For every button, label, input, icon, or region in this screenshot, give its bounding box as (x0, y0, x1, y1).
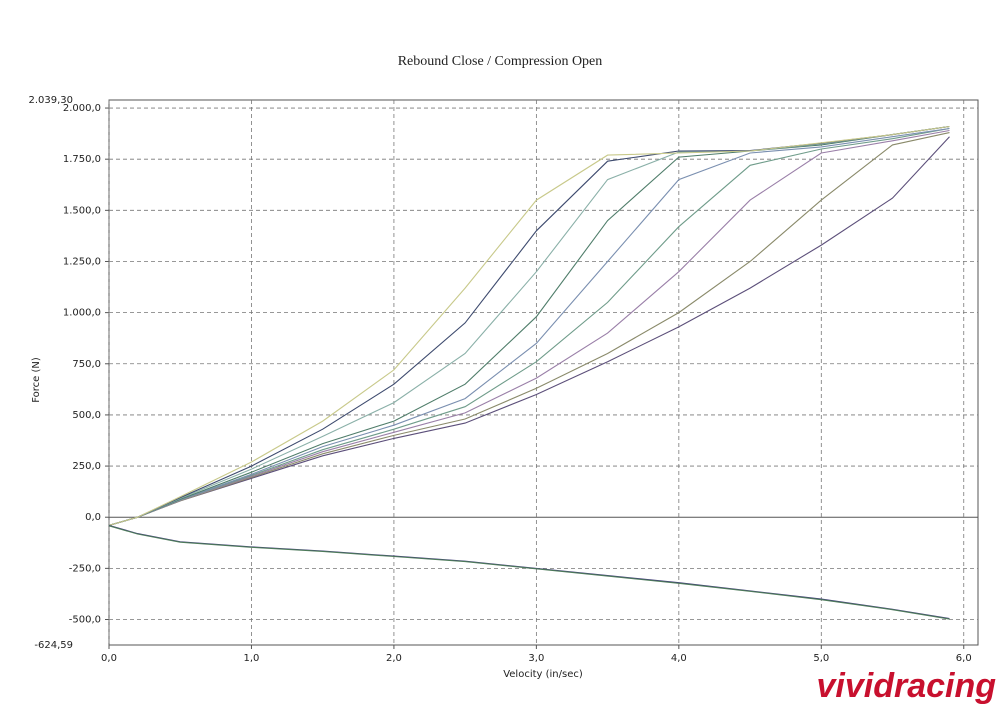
y-tick-label: 250,0 (72, 461, 101, 472)
x-tick-label: 5,0 (813, 653, 829, 664)
series-line (108, 524, 950, 620)
series-line (108, 125, 950, 526)
y-tick-label: 1.000,0 (63, 308, 101, 319)
y-tick-label: 1.500,0 (63, 205, 101, 216)
y-tick-label: 1.250,0 (63, 256, 101, 267)
series-line (108, 525, 950, 620)
y-axis-title: Force (N) (31, 357, 42, 403)
y-tick-label: 500,0 (72, 410, 101, 421)
y-limit-label: 2.039,30 (28, 95, 73, 106)
x-tick-label: 2,0 (386, 653, 402, 664)
y-tick-label: -250,0 (69, 563, 101, 574)
y-tick-label: 1.750,0 (63, 154, 101, 165)
series-line (108, 125, 950, 526)
series-line (108, 125, 950, 526)
x-axis-title: Velocity (in/sec) (503, 669, 583, 680)
y-limit-label: -624,59 (34, 640, 73, 651)
y-tick-label: 750,0 (72, 359, 101, 370)
series-line (108, 127, 950, 526)
plot-frame (108, 99, 979, 646)
x-tick-label: 0,0 (101, 653, 117, 664)
chart-title: Rebound Close / Compression Open (398, 54, 603, 69)
x-tick-label: 4,0 (671, 653, 687, 664)
y-tick-label: -500,0 (69, 615, 101, 626)
series-line (108, 136, 950, 526)
watermark: vividracing (816, 667, 996, 705)
series-line (108, 132, 950, 526)
series-line (108, 125, 950, 526)
x-tick-label: 1,0 (244, 653, 260, 664)
y-tick-label: 0,0 (85, 512, 101, 523)
x-tick-label: 6,0 (956, 653, 972, 664)
y-tick-label: 2.000,0 (63, 103, 101, 114)
x-tick-label: 3,0 (528, 653, 544, 664)
